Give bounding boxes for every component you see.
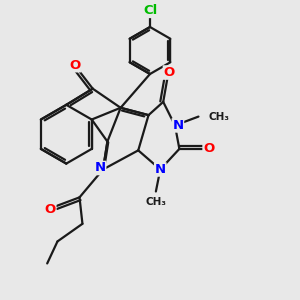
- Text: N: N: [172, 119, 184, 132]
- Text: CH₃: CH₃: [146, 197, 167, 207]
- Text: N: N: [94, 161, 106, 175]
- Text: O: O: [44, 202, 56, 216]
- Text: O: O: [70, 59, 81, 72]
- Text: Cl: Cl: [143, 4, 157, 17]
- Text: O: O: [203, 142, 214, 155]
- Text: O: O: [164, 66, 175, 79]
- Text: N: N: [155, 163, 166, 176]
- Text: CH₃: CH₃: [209, 112, 230, 122]
